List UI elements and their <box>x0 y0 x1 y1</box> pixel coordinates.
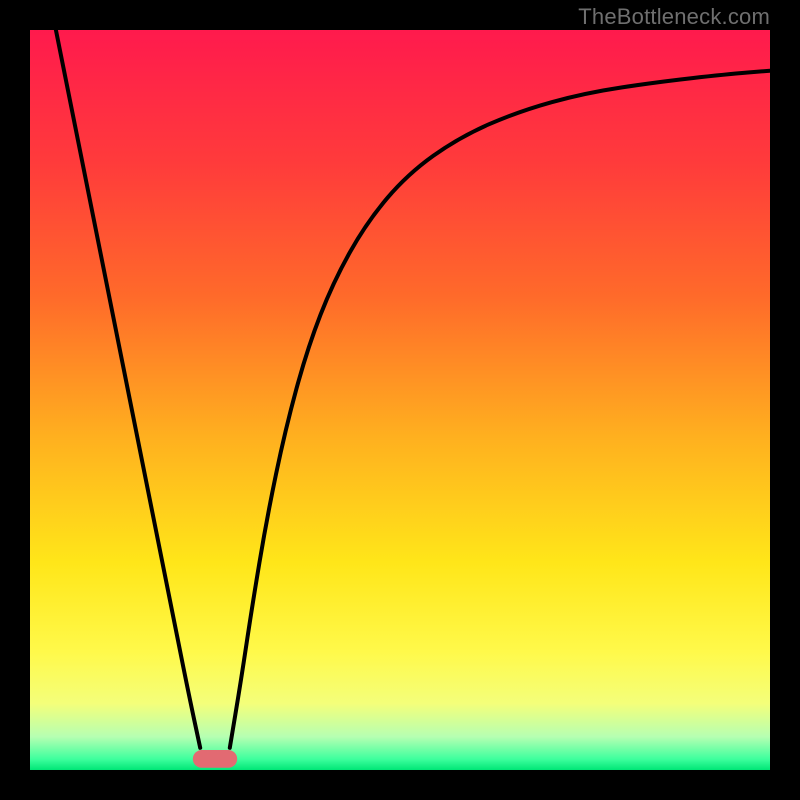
chart-plot <box>30 30 770 770</box>
marker-layer <box>193 750 237 768</box>
watermark-text: TheBottleneck.com <box>578 4 770 30</box>
bottleneck-marker <box>193 750 237 768</box>
chart-container: TheBottleneck.com <box>0 0 800 800</box>
gradient-background <box>30 30 770 770</box>
